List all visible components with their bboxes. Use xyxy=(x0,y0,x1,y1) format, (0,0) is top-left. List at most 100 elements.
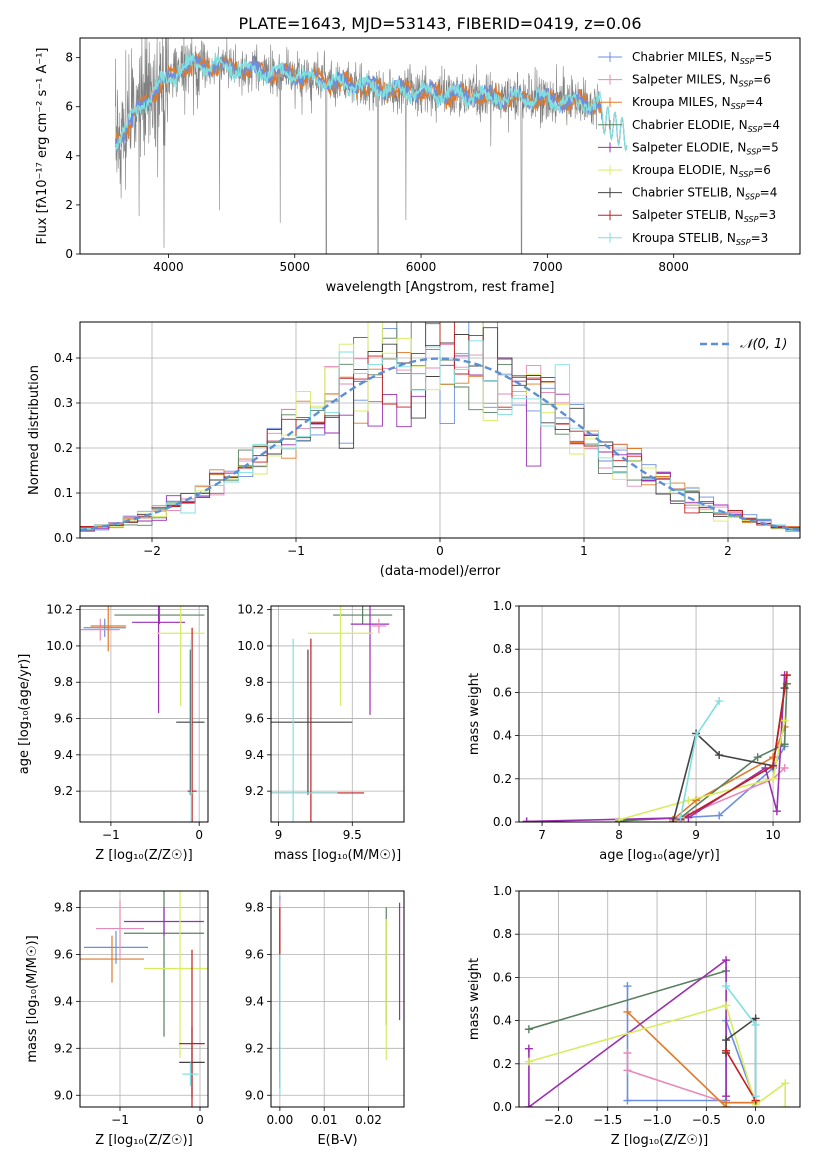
axes-frame xyxy=(79,605,209,823)
x-tick-label: 10 xyxy=(765,828,780,842)
weight-marker-salpeter_elodie xyxy=(772,807,781,816)
x-tick-label: 1 xyxy=(580,544,588,558)
weight-marker-kroupa_elodie xyxy=(769,774,778,783)
y-tick-label: 10.2 xyxy=(46,603,73,617)
y-tick-label: 9.0 xyxy=(245,1088,264,1102)
y-tick-label: 0.3 xyxy=(54,396,73,410)
x-tick-label: 0.0 xyxy=(746,1113,765,1127)
panel-mass-vs-metallicity: −1 0 9.0 9.2 9.4 9.6 9.8 Z [log₁₀(Z/Z☉)] mass [l… xyxy=(25,890,209,1148)
y-tick-label: 9.4 xyxy=(54,748,73,762)
weight-marker-kroupa_stelib xyxy=(722,982,731,991)
y-axis-label: mass weight xyxy=(467,958,482,1040)
x-tick-label: 0.00 xyxy=(267,1113,294,1127)
weight-marker-kroupa_stelib xyxy=(692,731,701,740)
spectrum-legend: Chabrier MILES, NSSP=5 Salpeter MILES, NS… xyxy=(598,50,780,247)
axes-frame xyxy=(79,321,801,539)
y-tick-label: 0.8 xyxy=(493,642,512,656)
y-axis-label: Flux [fλ10⁻¹⁷ erg cm⁻² s⁻¹ A⁻¹] xyxy=(35,48,50,245)
axes-frame xyxy=(79,890,209,1108)
panel-age-vs-metallicity: −1 0 9.2 9.4 9.6 9.8 10.0 10.2 Z [log₁₀(Z/Z☉)] ag… xyxy=(17,603,209,863)
x-tick-label: 2 xyxy=(724,544,732,558)
y-tick-label: 0.6 xyxy=(493,685,512,699)
weight-line-salpeter_miles xyxy=(626,1053,756,1104)
legend-label: Salpeter ELODIE, NSSP=5 xyxy=(632,140,779,156)
legend-label: Kroupa ELODIE, NSSP=6 xyxy=(632,163,771,179)
x-tick-label: 6000 xyxy=(406,260,437,274)
weight-marker-chabrier_stelib xyxy=(722,1036,731,1045)
y-tick-label: 9.2 xyxy=(245,784,264,798)
panel-mass-weight-vs-metallicity: −2.0 −1.5 −1.0 −0.5 0.0 0.0 0.2 0.4 0.6 0.8 1.0 Z [… xyxy=(467,884,801,1148)
x-tick-label: 0 xyxy=(196,1113,204,1127)
weight-marker-kroupa_stelib xyxy=(751,1020,760,1029)
legend-label: Kroupa STELIB, NSSP=3 xyxy=(632,231,768,247)
y-axis-label: age [log₁₀(age/yr)] xyxy=(17,654,32,775)
plot-area xyxy=(271,606,393,822)
plot-area xyxy=(80,606,205,822)
weight-marker-kroupa_miles xyxy=(769,753,778,762)
x-tick-label: −1.0 xyxy=(642,1113,671,1127)
x-axis-label: Z [log₁₀(Z/Z☉)] xyxy=(611,1133,708,1148)
x-tick-label: 7 xyxy=(538,828,546,842)
weight-marker-kroupa_elodie xyxy=(781,1079,790,1088)
y-tick-label: 0.0 xyxy=(493,1100,512,1114)
axes-frame xyxy=(270,890,405,1108)
weight-marker-chabrier_miles xyxy=(623,1096,632,1105)
legend-label: Kroupa MILES, NSSP=4 xyxy=(632,95,763,111)
weight-marker-kroupa_stelib xyxy=(676,813,685,822)
x-tick-label: −1 xyxy=(287,544,305,558)
weight-line-kroupa_stelib xyxy=(725,985,757,1097)
axes-frame xyxy=(518,890,801,1108)
legend-label: Chabrier MILES, NSSP=5 xyxy=(632,50,772,66)
legend-label: 𝒩(0, 1) xyxy=(740,337,787,352)
weight-marker-salpeter_stelib xyxy=(782,671,791,680)
x-tick-label: 5000 xyxy=(279,260,310,274)
plot-area xyxy=(114,38,628,254)
figure-title: PLATE=1643, MJD=53143, FIBERID=0419, z=0… xyxy=(238,14,641,33)
x-tick-label: −0.5 xyxy=(692,1113,721,1127)
x-tick-label: 4000 xyxy=(153,260,184,274)
weight-marker-salpeter_elodie xyxy=(524,1044,533,1053)
weight-marker-chabrier_stelib xyxy=(668,818,677,822)
axes-frame xyxy=(79,37,801,255)
y-tick-label: 9.6 xyxy=(245,712,264,726)
weight-line-chabrier_elodie xyxy=(619,683,788,822)
weight-marker-salpeter_elodie xyxy=(722,956,731,965)
plot-area xyxy=(522,671,791,822)
y-axis-label: mass weight xyxy=(467,673,482,755)
legend-label: Salpeter MILES, NSSP=6 xyxy=(632,73,771,89)
y-tick-label: 0.1 xyxy=(54,486,73,500)
x-tick-label: 9 xyxy=(692,828,700,842)
y-axis-label: mass [log₁₀(M/M☉)] xyxy=(25,935,40,1062)
x-tick-label: −1.5 xyxy=(593,1113,622,1127)
y-tick-label: 0.4 xyxy=(54,351,73,365)
y-tick-label: 0.6 xyxy=(493,970,512,984)
weight-marker-kroupa_miles xyxy=(623,1007,632,1016)
histogram-kroupa_stelib xyxy=(80,340,800,531)
plot-area xyxy=(80,891,208,1107)
weight-marker-salpeter_miles xyxy=(623,1066,632,1075)
y-tick-label: 1.0 xyxy=(493,884,512,898)
weight-marker-salpeter_miles xyxy=(780,764,789,772)
weight-marker-kroupa_stelib xyxy=(715,697,724,706)
y-tick-label: 9.4 xyxy=(54,994,73,1008)
x-axis-label: E(B-V) xyxy=(317,1133,357,1148)
x-tick-label: 8 xyxy=(615,828,623,842)
weight-marker-salpeter_elodie xyxy=(524,1103,533,1107)
y-tick-label: 9.8 xyxy=(54,900,73,914)
x-tick-label: −2.0 xyxy=(544,1113,573,1127)
y-tick-label: 9.2 xyxy=(245,1041,264,1055)
x-tick-label: −2 xyxy=(143,544,161,558)
axes-frame xyxy=(270,605,405,823)
weight-marker-chabrier_elodie xyxy=(780,740,789,749)
y-tick-label: 0.0 xyxy=(54,531,73,545)
model-spectrum-kroupa_stelib xyxy=(114,52,628,152)
y-tick-label: 10.0 xyxy=(237,639,264,653)
weight-marker-salpeter_elodie xyxy=(522,817,531,822)
y-tick-label: 0.2 xyxy=(54,441,73,455)
x-axis-label: Z [log₁₀(Z/Z☉)] xyxy=(95,848,192,863)
plot-area xyxy=(80,322,800,532)
weight-line-salpeter_elodie xyxy=(526,675,786,822)
histogram-salpeter_stelib xyxy=(80,322,800,528)
